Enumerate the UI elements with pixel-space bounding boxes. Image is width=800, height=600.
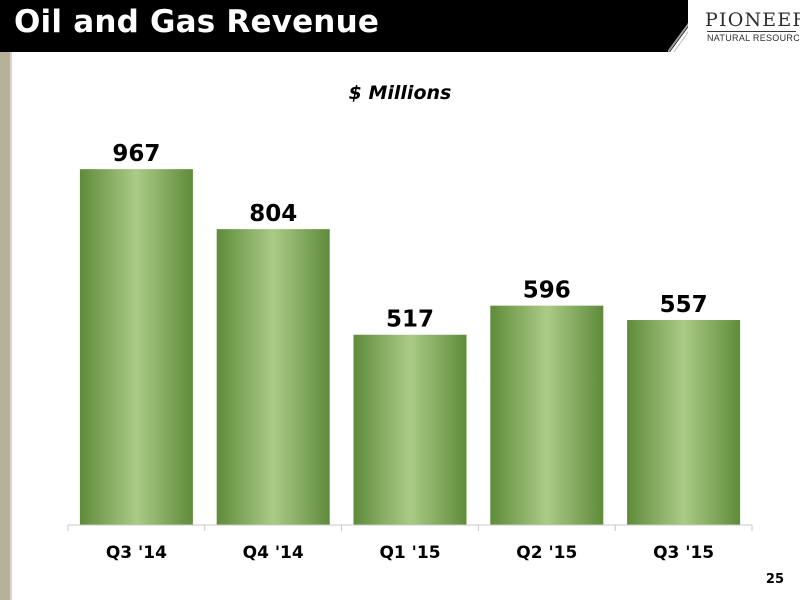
bar-value-label: 967	[112, 141, 160, 167]
bar-q3-14	[79, 169, 193, 526]
page-title: Oil and Gas Revenue	[14, 4, 380, 40]
x-tick-label: Q3 '14	[106, 543, 167, 563]
x-tick-label: Q1 '15	[379, 543, 440, 563]
company-logo-name: PIONEER	[705, 9, 800, 31]
logo-panel	[688, 0, 800, 52]
x-tick-label: Q2 '15	[516, 543, 577, 563]
x-tick-label: Q4 '14	[243, 543, 304, 563]
bar-value-label: 557	[660, 292, 708, 318]
bar-value-label: 596	[523, 278, 571, 304]
bar-value-label: 804	[249, 201, 297, 227]
logo-divider	[707, 31, 796, 32]
company-logo-subtitle: NATURAL RESOURCES	[707, 33, 800, 43]
bar-q2-15	[490, 305, 604, 525]
x-tick-label: Q3 '15	[653, 543, 714, 563]
chart-subtitle: $ Millions	[348, 82, 452, 104]
bar-value-label: 517	[386, 307, 434, 333]
bar-q1-15	[353, 334, 467, 525]
left-decorative-band-highlight	[10, 52, 12, 600]
page-number: 25	[765, 572, 784, 587]
bar-q4-14	[216, 229, 330, 526]
left-decorative-band	[0, 52, 10, 600]
bar-q3-15	[627, 320, 741, 525]
title-bar: Oil and Gas Revenue	[0, 0, 800, 52]
